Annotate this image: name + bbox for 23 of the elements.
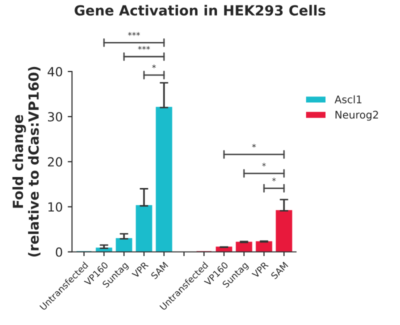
annotation: * [262,162,266,167]
y-axis-title: Fold change (relative to dCas:VP160) [12,66,40,257]
x-tick-label: VPR [132,261,149,278]
text: * [152,64,156,68]
y-tick-label: 20 [48,157,62,167]
text: *** [128,32,140,36]
bar [136,205,152,252]
chart-title: Gene Activation in HEK293 Cells [74,4,326,16]
legend-label: Neurog2 [336,110,378,121]
bar [116,238,132,252]
bar [156,106,172,252]
y-tick-label: 30 [48,112,62,122]
bar [236,242,252,252]
legend-label: Ascl1 [334,95,362,104]
annotation: * [272,178,276,182]
y-tick-label: 10 [48,202,62,212]
x-tick-label: VPR [252,261,269,278]
y-tick-label: 0 [56,247,62,257]
bar [256,241,272,252]
y-tick-label: 40 [48,66,62,76]
annotation: * [252,144,256,148]
text: *** [138,46,150,50]
bar [276,210,292,252]
